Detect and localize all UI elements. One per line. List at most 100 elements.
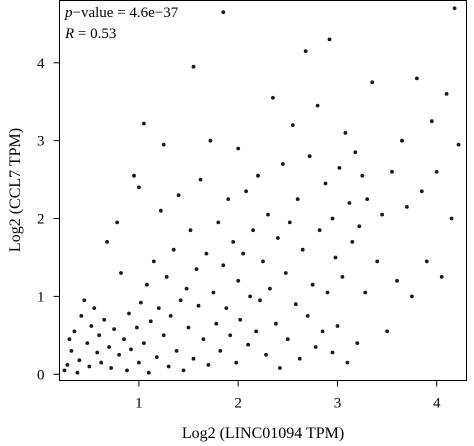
data-point [161, 142, 166, 147]
data-point [285, 337, 290, 342]
data-point [142, 341, 146, 345]
data-point [87, 364, 92, 369]
data-point [258, 298, 262, 303]
y-tick-label: 3 [37, 134, 45, 150]
data-point [327, 37, 332, 42]
data-point [168, 314, 173, 318]
data-point [300, 247, 305, 252]
data-point [184, 286, 189, 291]
data-point [415, 76, 419, 81]
data-point [231, 240, 236, 244]
data-point [238, 317, 243, 322]
data-point [264, 352, 268, 357]
data-point [142, 121, 146, 126]
data-point [191, 64, 196, 69]
data-point [365, 197, 370, 202]
data-point [287, 220, 292, 225]
r-value-annotation: R = 0.53 [64, 26, 116, 42]
data-point [330, 350, 335, 355]
y-tick-label: 4 [37, 56, 45, 72]
data-point [151, 259, 156, 264]
data-point [99, 360, 104, 365]
data-point [429, 119, 434, 124]
data-point [178, 298, 183, 303]
data-point [191, 356, 196, 361]
data-point [218, 349, 223, 353]
data-point [224, 306, 229, 310]
data-point [355, 341, 360, 345]
data-point [333, 255, 338, 260]
data-point [117, 352, 121, 357]
data-point [313, 345, 318, 349]
x-tick-label: 2 [234, 396, 242, 412]
data-point [360, 173, 365, 178]
data-point [315, 103, 320, 108]
data-point [303, 49, 308, 53]
data-point [137, 185, 141, 190]
data-point [244, 189, 249, 194]
data-point [154, 355, 159, 359]
data-points [62, 6, 461, 375]
data-point [208, 138, 213, 143]
data-point [375, 259, 380, 264]
data-point [95, 350, 100, 355]
y-tick-label: 2 [37, 212, 45, 228]
data-point [424, 259, 429, 264]
data-point [181, 368, 186, 373]
data-point [271, 95, 275, 100]
data-point [92, 306, 97, 310]
y-axis-label: Log2 (CCL7 TPM) [7, 128, 24, 252]
data-point [353, 150, 358, 155]
data-point [320, 329, 325, 334]
data-point [221, 263, 226, 268]
data-point [274, 321, 278, 326]
data-point [135, 325, 139, 330]
axis-ticks: 1 2 3 4 0 1 2 3 4 [37, 56, 441, 412]
data-point [97, 333, 102, 338]
data-point [305, 314, 310, 318]
data-point [171, 247, 176, 252]
data-point [148, 319, 153, 324]
data-point [325, 290, 330, 295]
data-point [102, 317, 107, 322]
data-point [119, 271, 123, 275]
data-point [400, 138, 404, 143]
data-point [293, 302, 298, 307]
x-tick-label: 4 [433, 396, 441, 412]
p-value-annotation: p−value = 4.6e−37 [64, 5, 179, 21]
data-point [201, 337, 206, 342]
data-point [69, 349, 74, 353]
data-point [410, 294, 414, 299]
x-tick-label: 3 [334, 396, 342, 412]
data-point [283, 271, 288, 275]
y-tick-label: 1 [37, 289, 45, 305]
data-point [337, 166, 342, 170]
data-point [125, 368, 129, 373]
data-point [62, 368, 67, 373]
data-point [77, 358, 82, 363]
data-point [439, 275, 444, 279]
data-point [204, 251, 209, 256]
data-point [89, 324, 94, 328]
data-point [216, 220, 221, 225]
data-point [129, 347, 133, 352]
data-point [370, 80, 375, 85]
data-point [85, 341, 90, 345]
x-axis-label: Log2 (LINC01094 TPM) [182, 425, 344, 442]
data-point [380, 212, 384, 217]
plot-frame [59, 0, 467, 381]
data-point [158, 208, 163, 213]
data-point [79, 314, 84, 318]
data-point [281, 162, 285, 166]
data-point [317, 228, 322, 233]
data-point [198, 177, 203, 182]
data-point [350, 240, 355, 244]
data-point [105, 240, 109, 244]
data-point [390, 169, 394, 174]
data-point [166, 364, 171, 369]
data-point [236, 278, 241, 283]
data-point [261, 259, 265, 264]
data-point [82, 298, 87, 303]
data-point [297, 356, 302, 361]
